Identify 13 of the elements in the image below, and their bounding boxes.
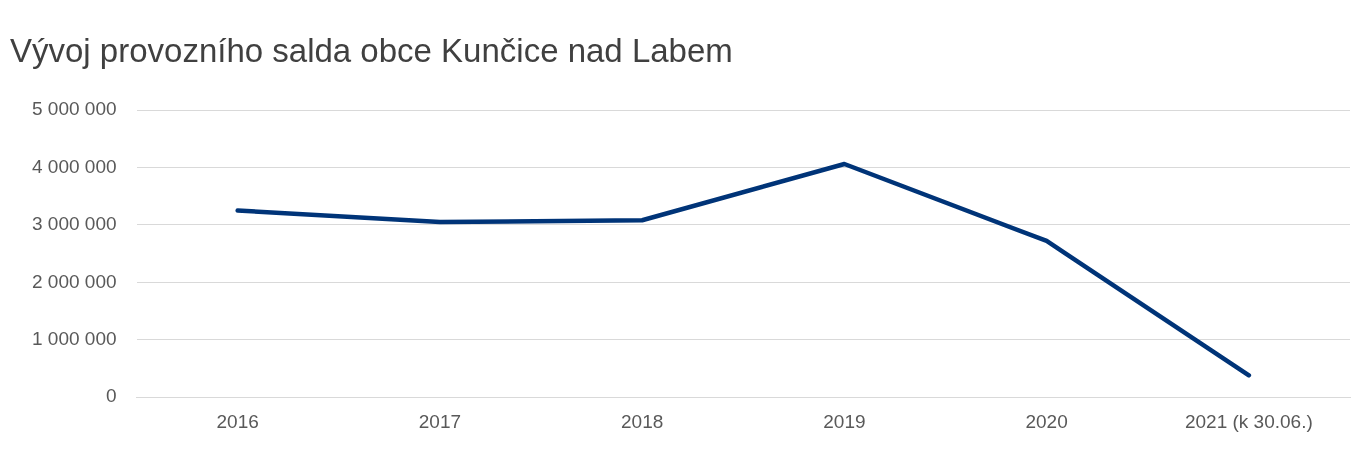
x-tick-label: 2017 — [418, 410, 462, 432]
y-tick-label: 5 000 000 — [31, 98, 117, 120]
y-tick-label: 2 000 000 — [31, 270, 117, 292]
y-tick-label: 3 000 000 — [31, 213, 117, 235]
x-tick-label: 2018 — [621, 410, 664, 432]
y-tick-label: 0 — [105, 385, 117, 407]
x-tick-label: 2021 (k 30.06.) — [1184, 410, 1313, 432]
x-tick-label: 2020 — [1025, 410, 1068, 432]
chart-title: Vývoj provozního salda obce Kunčice nad Labem — [10, 32, 733, 70]
x-tick-label: 2019 — [823, 410, 866, 432]
y-tick-label: 4 000 000 — [31, 155, 117, 177]
x-tick-label: 2016 — [216, 410, 259, 432]
y-tick-label: 1 000 000 — [31, 327, 117, 349]
